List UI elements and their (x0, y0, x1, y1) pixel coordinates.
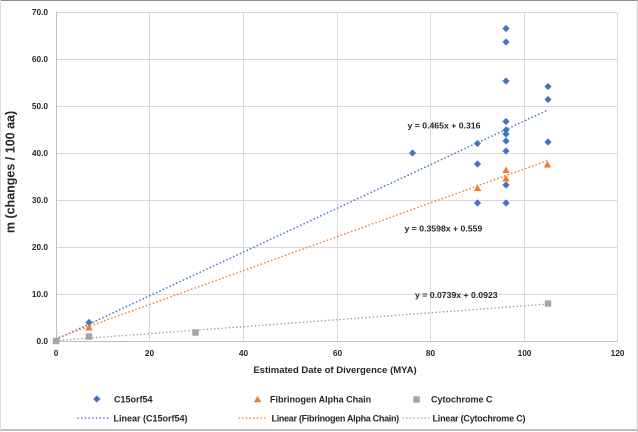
svg-text:30.0: 30.0 (32, 195, 49, 205)
svg-text:40.0: 40.0 (32, 148, 49, 158)
svg-text:120: 120 (611, 348, 625, 358)
svg-text:0.0: 0.0 (36, 336, 48, 346)
svg-text:100: 100 (518, 348, 532, 358)
svg-text:Cytochrome C: Cytochrome C (431, 395, 493, 405)
svg-text:40: 40 (239, 348, 249, 358)
svg-text:70.0: 70.0 (32, 7, 49, 17)
svg-text:10.0: 10.0 (32, 289, 49, 299)
svg-text:y = 0.465x + 0.316: y = 0.465x + 0.316 (408, 121, 481, 131)
svg-text:50.0: 50.0 (32, 101, 49, 111)
svg-text:y = 0.3598x + 0.559: y = 0.3598x + 0.559 (405, 224, 483, 234)
svg-text:Linear (Fibrinogen Alpha Chain: Linear (Fibrinogen Alpha Chain) (272, 414, 400, 424)
svg-text:0: 0 (54, 348, 59, 358)
svg-text:Linear (C15orf54): Linear (C15orf54) (114, 414, 188, 424)
svg-text:20: 20 (145, 348, 155, 358)
svg-text:Estimated Date of Divergence (: Estimated Date of Divergence (MYA) (253, 365, 416, 376)
svg-text:Fibrinogen Alpha Chain: Fibrinogen Alpha Chain (270, 395, 371, 405)
svg-text:C15orf54: C15orf54 (114, 395, 153, 405)
svg-text:m (changes / 100 aa): m (changes / 100 aa) (4, 111, 18, 233)
svg-text:80: 80 (426, 348, 436, 358)
svg-text:Linear (Cytochrome C): Linear (Cytochrome C) (433, 414, 526, 424)
svg-text:20.0: 20.0 (32, 242, 49, 252)
svg-text:60: 60 (333, 348, 343, 358)
svg-text:y = 0.0739x + 0.0923: y = 0.0739x + 0.0923 (415, 290, 498, 300)
svg-text:60.0: 60.0 (32, 54, 49, 64)
